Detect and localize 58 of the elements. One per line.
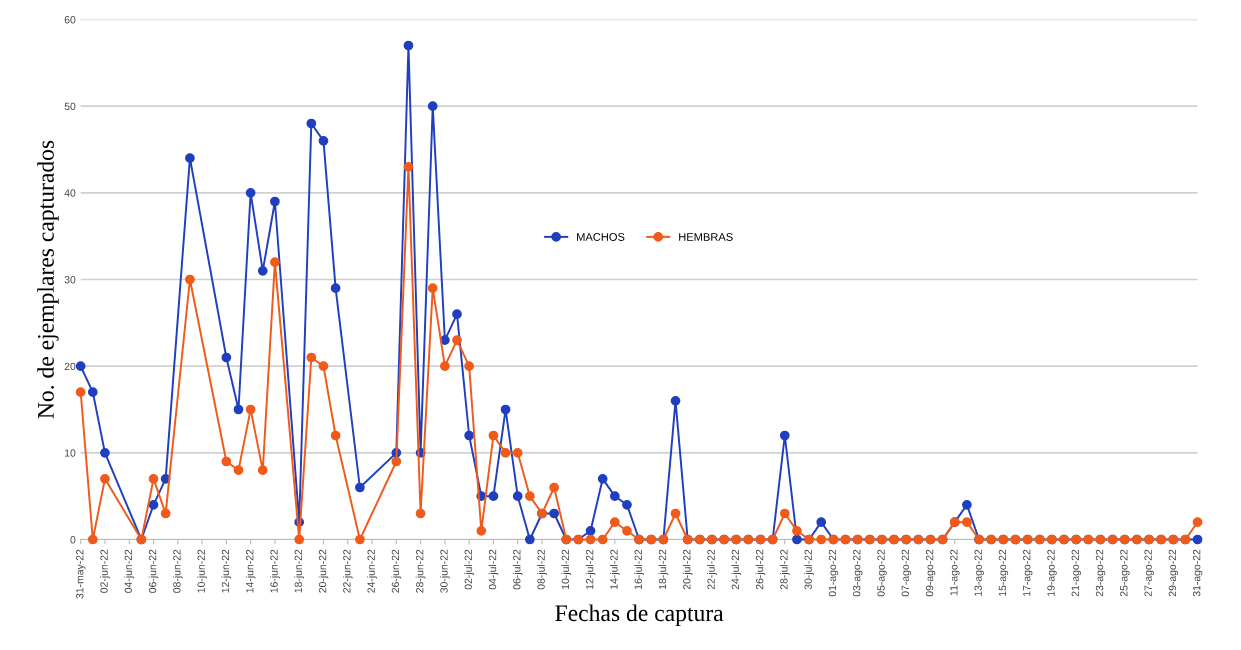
y-tick-label: 0 [70, 536, 76, 544]
y-axis-title: No. de ejemplares capturados [37, 140, 59, 419]
x-tick-label: 02-jun-22 [100, 549, 110, 593]
y-tick-label: 30 [64, 276, 76, 284]
x-tick-label: 23-ago-22 [1095, 549, 1106, 597]
x-tick-label: 25-ago-22 [1120, 549, 1130, 597]
x-tick-label: 19-ago-22 [1047, 549, 1057, 596]
x-tick-label: 08-jul-22 [537, 549, 547, 590]
x-tick-label: 31-ago-22 [1192, 549, 1203, 597]
x-tick-label: 05-ago-22 [877, 549, 887, 597]
y-tick-label: 40 [64, 189, 76, 197]
x-tick-label: 26-jul-22 [755, 549, 766, 590]
x-tick-label: 30-jun-22 [440, 549, 450, 593]
x-tick-label: 17-ago-22 [1023, 549, 1033, 596]
x-tick-label: 20-jun-22 [318, 549, 329, 593]
x-tick-label: 24-jun-22 [367, 549, 377, 593]
x-tick-label: 12-jul-22 [585, 549, 596, 589]
x-tick-label: 14-jun-22 [245, 549, 256, 593]
x-tick-label: 11-ago-22 [950, 549, 960, 596]
x-tick-label: 04-jul-22 [488, 549, 499, 590]
x-tick-label: 10-jul-22 [561, 549, 572, 589]
x-tick-label: 28-jul-22 [779, 549, 790, 590]
x-tick-label: 21-ago-22 [1071, 549, 1082, 597]
x-tick-label: 22-jul-22 [707, 549, 717, 590]
x-tick-label: 15-ago-22 [998, 549, 1009, 596]
legend-label: MACHOS [577, 233, 625, 241]
x-tick-label: 06-jul-22 [512, 549, 523, 590]
x-tick-label: 16-jun-22 [270, 549, 280, 593]
x-tick-label: 03-ago-22 [853, 549, 863, 597]
x-tick-label: 14-jul-22 [609, 549, 620, 589]
x-tick-label: 27-ago-22 [1144, 549, 1154, 597]
y-tick-label: 50 [64, 102, 76, 111]
x-tick-label: 20-jul-22 [682, 549, 693, 590]
x-axis-title: Fechas de captura [555, 604, 724, 626]
x-tick-label: 01-ago-22 [828, 549, 839, 597]
x-tick-label: 29-ago-22 [1168, 549, 1179, 597]
x-tick-label: 18-jun-22 [294, 549, 305, 593]
x-tick-label: 10-jun-22 [197, 549, 207, 593]
x-tick-label: 12-jun-22 [221, 549, 232, 593]
x-tick-label: 30-jul-22 [804, 549, 814, 590]
x-tick-label: 24-jul-22 [731, 549, 742, 590]
x-tick-label: 13-ago-22 [974, 549, 984, 596]
x-tick-label: 18-jul-22 [658, 549, 669, 589]
y-tick-label: 20 [64, 362, 76, 371]
x-tick-label: 07-ago-22 [901, 549, 912, 597]
x-tick-label: 28-jun-22 [415, 549, 426, 593]
x-tick-label: 02-jul-22 [464, 549, 475, 590]
x-tick-label: 26-jun-22 [391, 549, 402, 593]
x-tick-label: 22-jun-22 [342, 549, 353, 593]
x-tick-label: 16-jul-22 [634, 549, 644, 589]
legend-label: HEMBRAS [679, 233, 733, 241]
x-tick-label: 09-ago-22 [925, 549, 936, 597]
y-tick-label: 60 [64, 16, 76, 24]
x-tick-label: 04-jun-22 [124, 549, 135, 593]
x-tick-label: 06-jun-22 [148, 549, 159, 593]
x-tick-label: 31-may-22 [76, 549, 86, 599]
y-tick-label: 10 [65, 449, 76, 457]
x-tick-label: 08-jun-22 [172, 549, 183, 593]
